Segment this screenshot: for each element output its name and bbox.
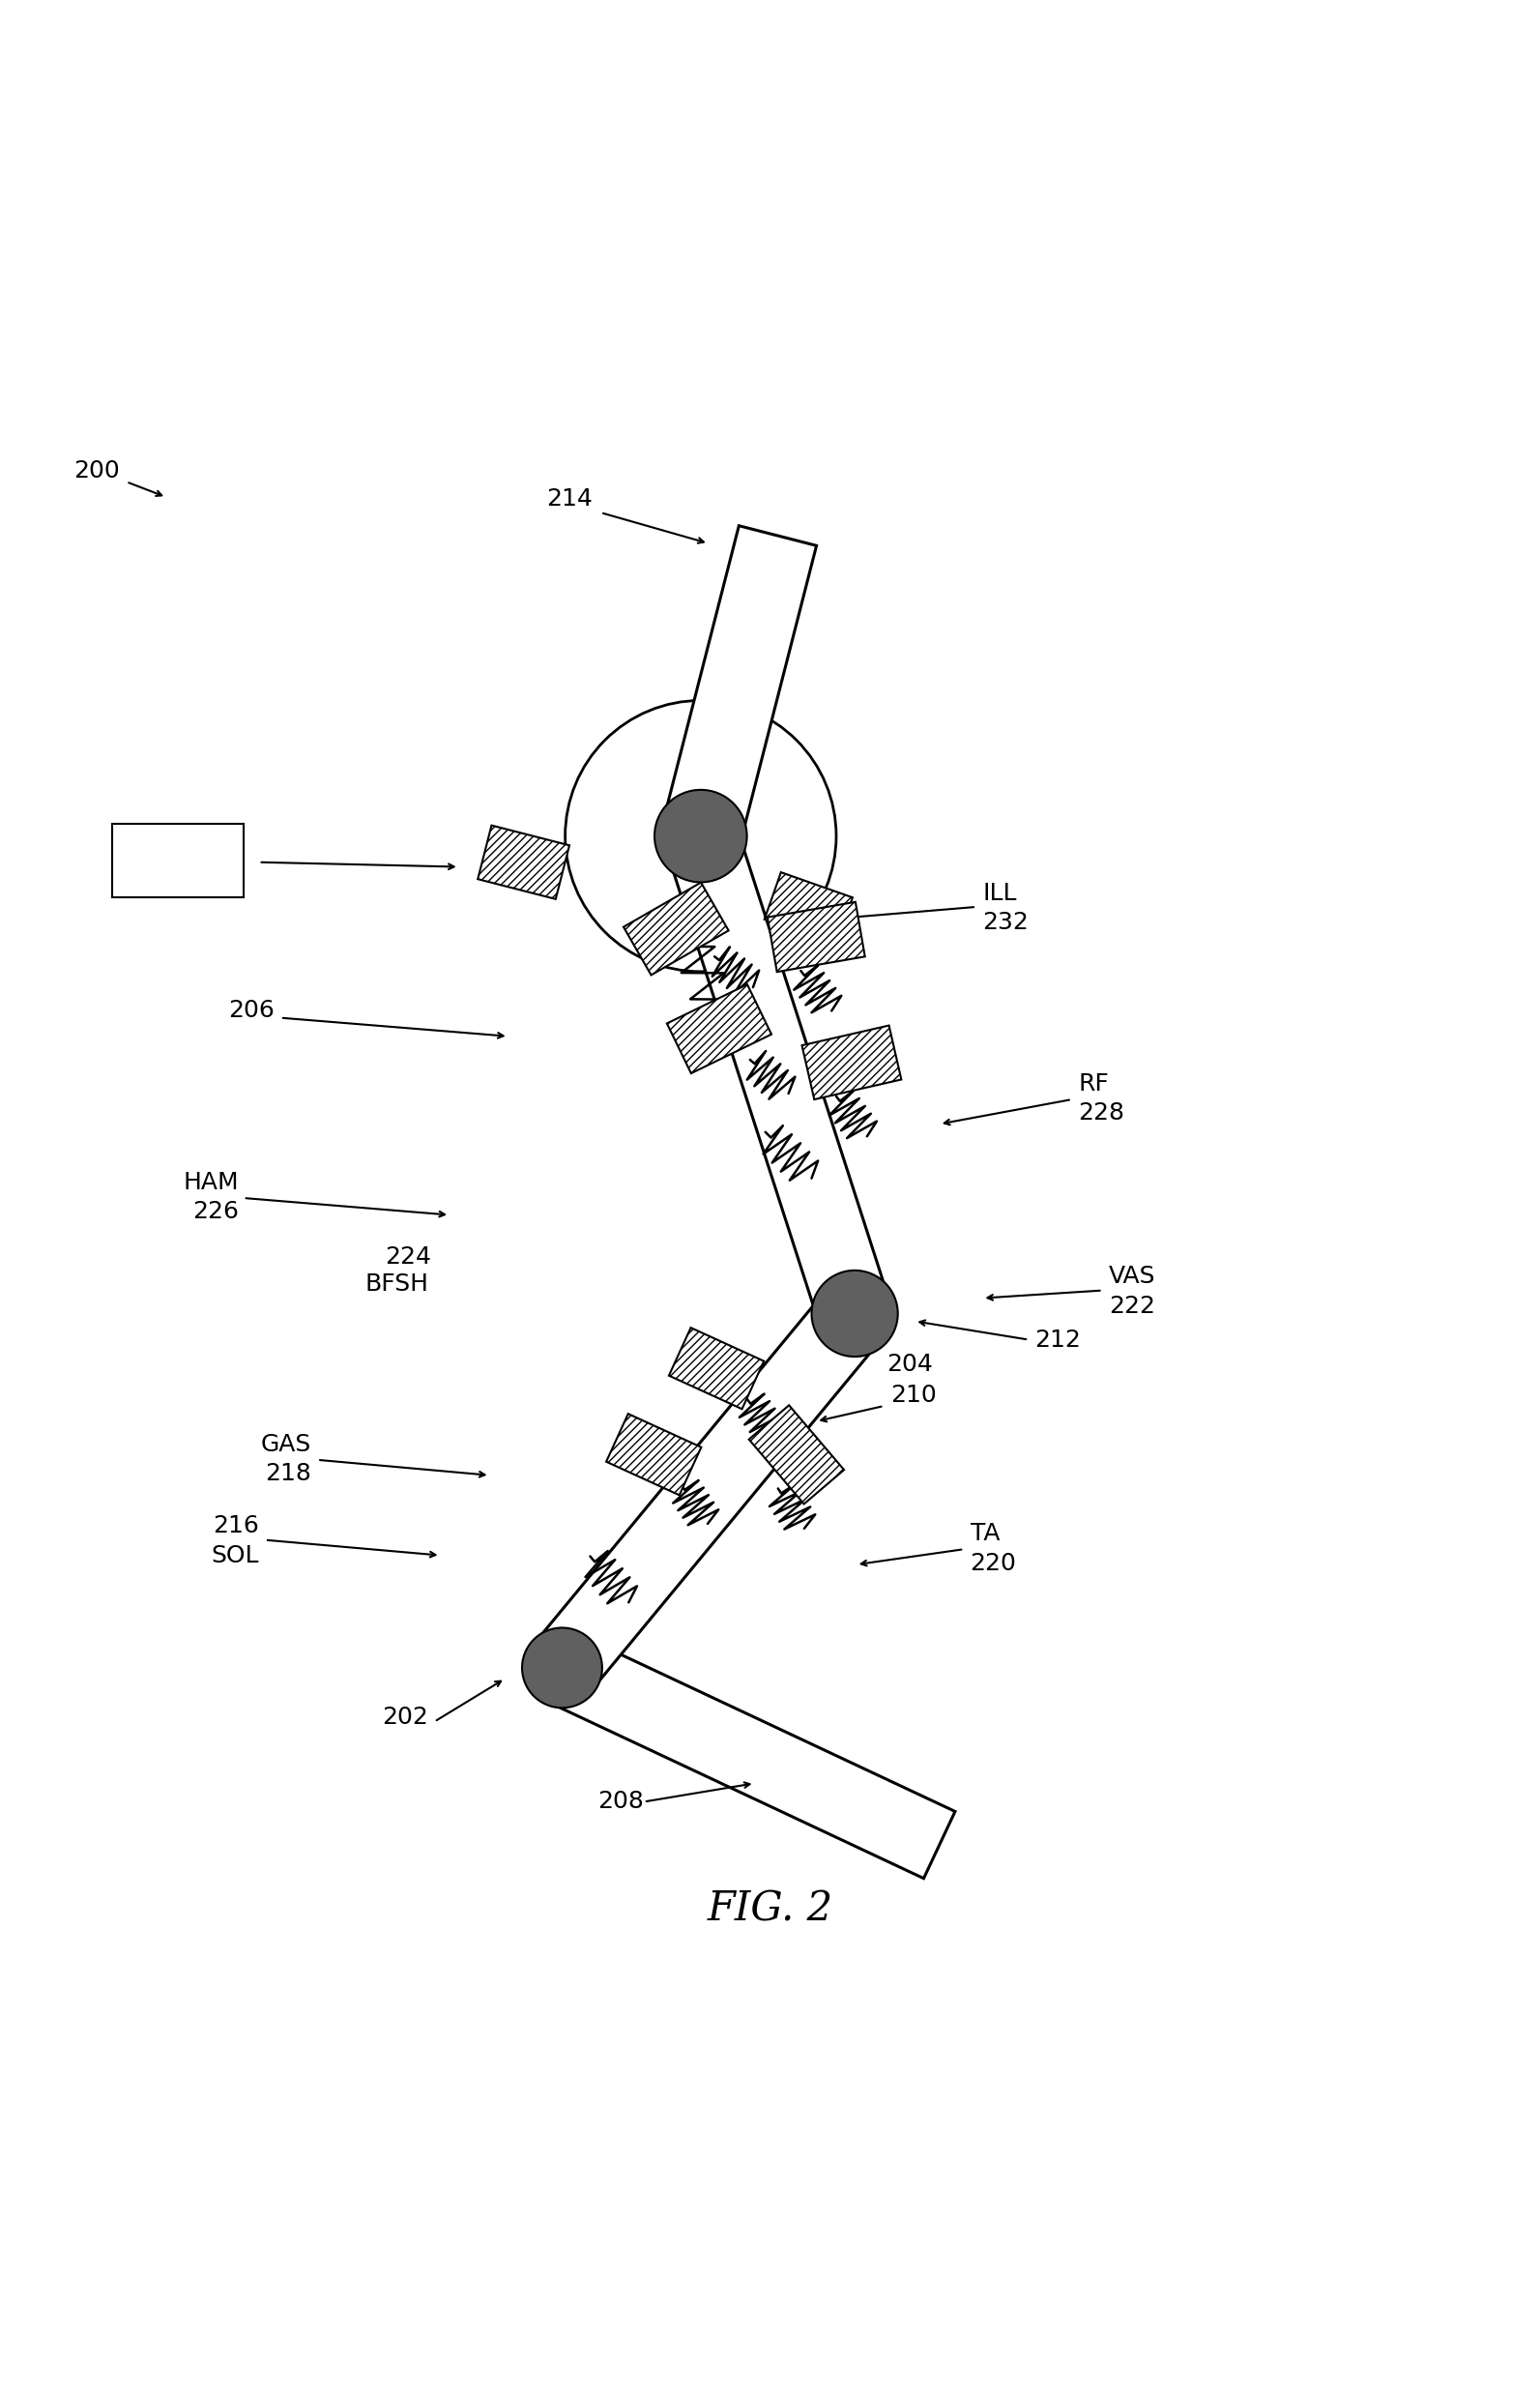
Circle shape	[654, 791, 747, 882]
Polygon shape	[667, 985, 772, 1073]
Text: GLU: GLU	[129, 863, 176, 887]
Text: 210: 210	[890, 1382, 936, 1406]
Polygon shape	[662, 525, 816, 846]
Text: 226: 226	[192, 1200, 239, 1224]
Text: 202: 202	[382, 1706, 428, 1728]
Polygon shape	[802, 1025, 901, 1100]
Text: HAM: HAM	[183, 1172, 239, 1193]
FancyBboxPatch shape	[112, 824, 243, 898]
Text: VAS: VAS	[1109, 1265, 1155, 1289]
Text: BFSH: BFSH	[365, 1272, 428, 1296]
Polygon shape	[748, 1404, 844, 1505]
Text: TA: TA	[970, 1521, 999, 1545]
Text: 230: 230	[129, 836, 172, 858]
Text: 228: 228	[1078, 1102, 1124, 1124]
Text: 224: 224	[385, 1246, 431, 1267]
Text: 222: 222	[1109, 1294, 1155, 1318]
Text: 216: 216	[213, 1514, 259, 1538]
Polygon shape	[477, 824, 570, 898]
Text: 212: 212	[1035, 1327, 1081, 1351]
Text: SOL: SOL	[211, 1543, 259, 1567]
Text: 208: 208	[598, 1790, 644, 1814]
Text: 214: 214	[547, 486, 593, 510]
Polygon shape	[624, 882, 728, 975]
Polygon shape	[607, 1414, 701, 1495]
Text: ILL: ILL	[983, 882, 1016, 906]
Polygon shape	[533, 1289, 884, 1692]
Circle shape	[565, 700, 836, 973]
Circle shape	[522, 1627, 602, 1708]
Text: GAS: GAS	[260, 1433, 311, 1457]
Text: 232: 232	[983, 910, 1029, 934]
Text: 218: 218	[265, 1462, 311, 1486]
Text: 200: 200	[74, 460, 120, 482]
Text: 220: 220	[970, 1553, 1016, 1574]
Text: RF: RF	[1078, 1073, 1109, 1095]
Polygon shape	[668, 1327, 764, 1409]
Text: 230: 230	[131, 836, 174, 858]
Text: GLU: GLU	[131, 863, 177, 887]
Polygon shape	[767, 901, 865, 973]
Polygon shape	[764, 872, 853, 944]
Circle shape	[812, 1270, 898, 1356]
Polygon shape	[547, 1634, 955, 1878]
Text: FIG. 2: FIG. 2	[707, 1890, 833, 1929]
Polygon shape	[665, 824, 890, 1325]
Text: 204: 204	[887, 1354, 933, 1375]
Text: 206: 206	[228, 999, 274, 1021]
